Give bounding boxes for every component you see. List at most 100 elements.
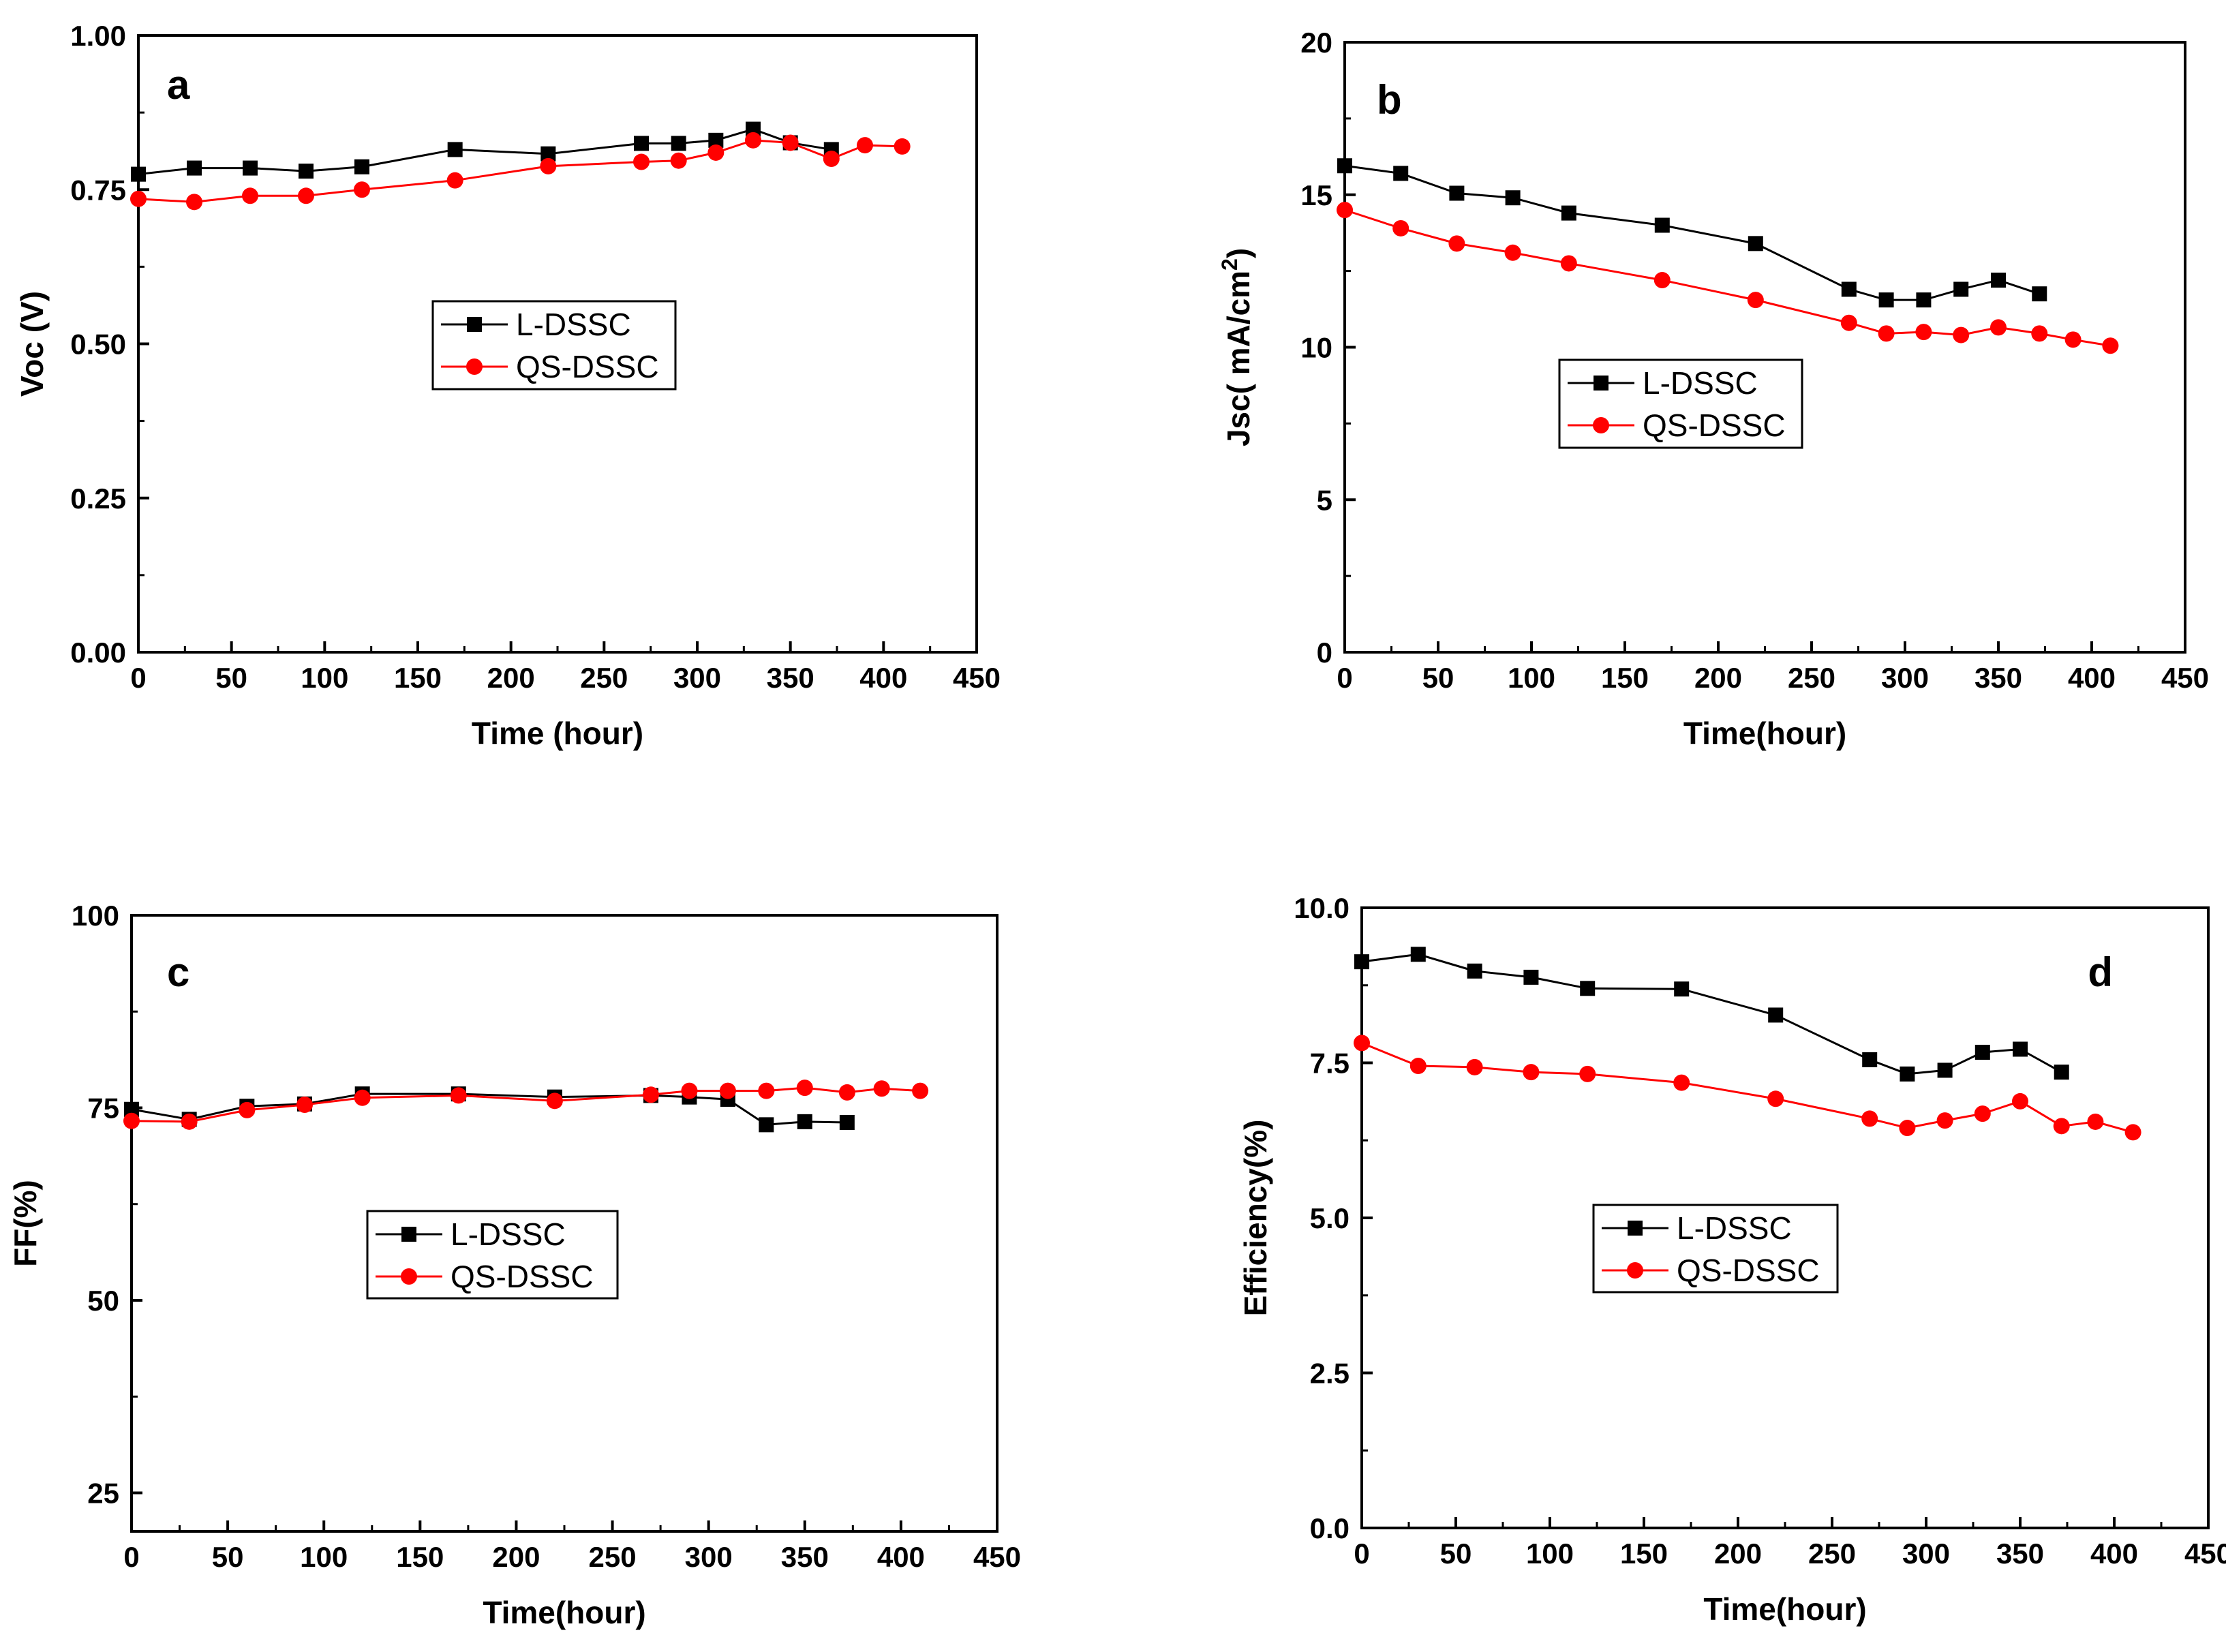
data-point <box>857 137 873 154</box>
x-tick-label: 350 <box>1996 1538 2044 1570</box>
data-point <box>124 1101 139 1117</box>
data-point <box>2031 325 2048 342</box>
legend-label: QS-DSSC <box>1643 408 1786 443</box>
x-tick-label: 50 <box>212 1541 244 1573</box>
x-axis-title: Time (hour) <box>472 716 643 751</box>
y-tick-label: 5 <box>1317 484 1332 516</box>
data-point <box>1523 1064 1540 1081</box>
x-tick-label: 0 <box>1337 662 1352 694</box>
data-point <box>719 1082 736 1099</box>
legend: L-DSSC QS-DSSC <box>431 300 677 391</box>
x-tick-label: 50 <box>215 662 247 694</box>
panel-letter: c <box>167 949 189 995</box>
x-tick-label: 350 <box>781 1541 829 1573</box>
data-point <box>1523 969 1539 985</box>
x-axis-title: Time(hour) <box>1703 1591 1866 1627</box>
x-tick-label: 300 <box>685 1541 733 1573</box>
series-qs-dssc <box>130 132 911 211</box>
data-point <box>1504 244 1521 261</box>
data-point <box>707 144 725 161</box>
series-l-dssc <box>1337 158 2047 308</box>
data-point <box>131 166 146 182</box>
x-tick-label: 250 <box>1808 1538 1856 1570</box>
x-tick-label: 50 <box>1440 1538 1472 1570</box>
x-tick-label: 400 <box>877 1541 925 1573</box>
data-point <box>797 1114 812 1129</box>
x-tick-label: 450 <box>2184 1538 2226 1570</box>
data-point <box>1841 281 1857 297</box>
x-tick-label: 300 <box>1881 662 1929 694</box>
data-point <box>1560 255 1577 272</box>
data-point <box>1861 1110 1878 1127</box>
series-qs-dssc <box>1337 202 2119 354</box>
y-tick-label: 15 <box>1300 179 1332 211</box>
x-tick-label: 450 <box>953 662 1001 694</box>
data-point <box>839 1114 855 1130</box>
panel-b: 0 50 100 150 200 250 300 350 400 450 0 5 10 15 20 Time(… <box>1217 27 2209 751</box>
panel-d: 0 50 100 150 200 250 300 350 400 450 0.0 2.5 5.0 7.5 1… <box>1238 892 2226 1627</box>
y-tick-label: 75 <box>87 1092 119 1125</box>
data-point <box>242 187 258 204</box>
data-point <box>446 172 463 189</box>
legend-label: L-DSSC <box>1677 1210 1792 1246</box>
data-point <box>1991 273 2006 288</box>
data-point <box>681 1082 698 1099</box>
x-tick-label: 200 <box>487 662 535 694</box>
x-tick-label: 200 <box>492 1541 540 1573</box>
data-point <box>759 1117 774 1133</box>
x-tick-label: 300 <box>673 662 721 694</box>
legend-marker <box>466 358 483 375</box>
x-tick-label: 350 <box>767 662 814 694</box>
data-point <box>239 1101 256 1118</box>
x-tick-label: 100 <box>301 662 348 694</box>
y-tick-label: 5.0 <box>1310 1202 1350 1234</box>
legend-label: L-DSSC <box>516 307 631 342</box>
data-point <box>354 159 369 174</box>
data-point <box>643 1086 659 1103</box>
data-point <box>1747 292 1764 309</box>
data-point <box>1354 954 1369 970</box>
data-point <box>1878 292 1894 308</box>
data-point <box>1899 1120 1916 1137</box>
data-point <box>1900 1066 1915 1082</box>
x-tick-label: 400 <box>2090 1538 2138 1570</box>
data-point <box>243 160 258 176</box>
data-point <box>1467 963 1482 979</box>
legend-label: L-DSSC <box>451 1217 566 1252</box>
data-point <box>447 142 463 157</box>
data-point <box>1409 1058 1427 1075</box>
panel-letter: a <box>167 62 190 108</box>
data-point <box>2032 286 2047 302</box>
data-point <box>540 157 557 174</box>
data-point <box>540 146 556 162</box>
data-point <box>123 1112 140 1129</box>
x-tick-label: 450 <box>2161 662 2209 694</box>
data-point <box>1580 981 1596 996</box>
y-tick-label: 0.25 <box>70 483 126 515</box>
legend-label: QS-DSSC <box>1677 1253 1820 1288</box>
data-point <box>296 1096 313 1113</box>
data-point <box>758 1082 775 1099</box>
data-point <box>1449 185 1465 201</box>
data-point <box>1505 190 1521 206</box>
y-axis-title: Jsc( mA/cm2) <box>1217 248 1256 446</box>
x-tick-label: 150 <box>394 662 442 694</box>
legend-marker <box>1594 376 1608 391</box>
data-point <box>1654 217 1670 233</box>
legend-marker <box>1628 1221 1643 1236</box>
data-point <box>1673 1074 1690 1091</box>
x-axis-title: Time(hour) <box>483 1595 645 1630</box>
y-axis-title: Voc (V) <box>14 291 50 397</box>
data-point <box>354 1089 371 1106</box>
x-tick-label: 150 <box>396 1541 444 1573</box>
x-tick-label: 250 <box>580 662 628 694</box>
data-point <box>1674 981 1690 997</box>
panel-a: 0 50 100 150 200 250 300 350 400 450 0.00 0.25 0.50 0… <box>14 20 1001 751</box>
data-point <box>1937 1062 1953 1078</box>
data-point <box>708 132 724 148</box>
legend-marker <box>1627 1262 1643 1279</box>
data-point <box>745 132 761 149</box>
data-point <box>1410 947 1426 962</box>
